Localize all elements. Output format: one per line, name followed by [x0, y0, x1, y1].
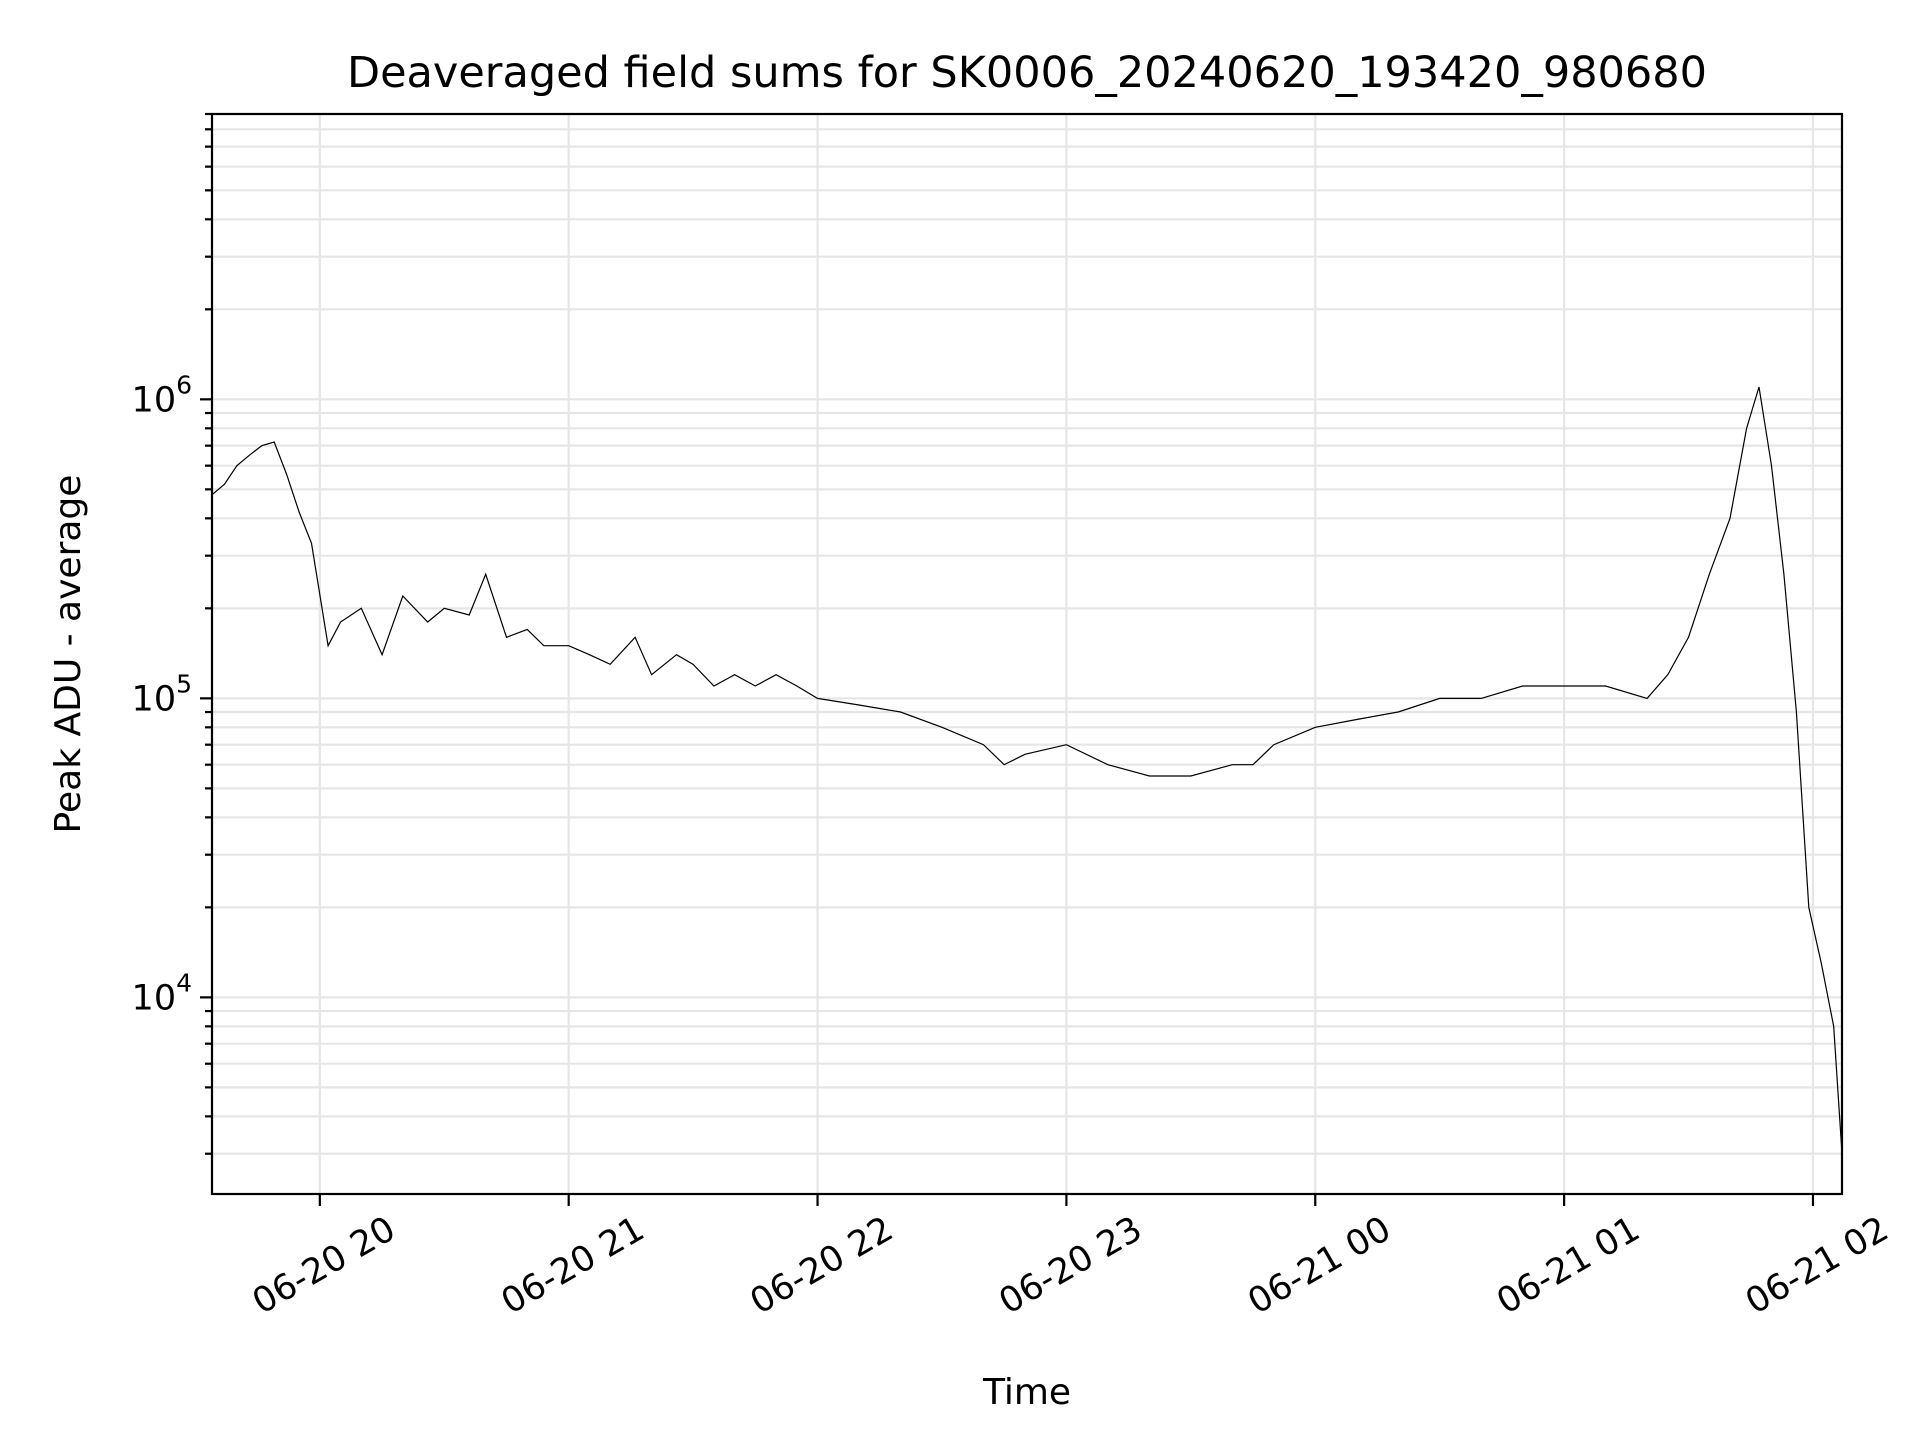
x-tick-label: 06-20 21 — [495, 1209, 651, 1322]
x-axis-label: Time — [982, 1372, 1071, 1413]
x-tick-label: 06-21 00 — [1241, 1209, 1397, 1322]
plot-frame — [210, 112, 1844, 1196]
series-line — [211, 386, 1843, 1154]
x-tick-label: 06-21 02 — [1739, 1209, 1895, 1322]
x-tick-label: 06-21 01 — [1490, 1209, 1646, 1322]
x-tick-label: 06-20 20 — [246, 1209, 402, 1322]
x-tick-label: 06-20 23 — [993, 1209, 1149, 1322]
chart-title: Deaveraged field sums for SK0006_2024062… — [347, 48, 1707, 98]
y-tick-label: 104 — [132, 968, 192, 1018]
x-axis: 06-20 20 06-20 21 06-20 22 06-20 23 06-21 00… — [246, 1194, 1895, 1322]
y-tick-label: 106 — [132, 370, 192, 420]
y-axis: 104 105 106 — [132, 112, 212, 1155]
y-axis-label: Peak ADU - average — [48, 475, 89, 834]
x-tick-label: 06-20 22 — [744, 1209, 900, 1322]
y-tick-label: 105 — [132, 669, 192, 719]
grid — [212, 112, 1842, 1194]
plot-area — [211, 386, 1843, 1154]
